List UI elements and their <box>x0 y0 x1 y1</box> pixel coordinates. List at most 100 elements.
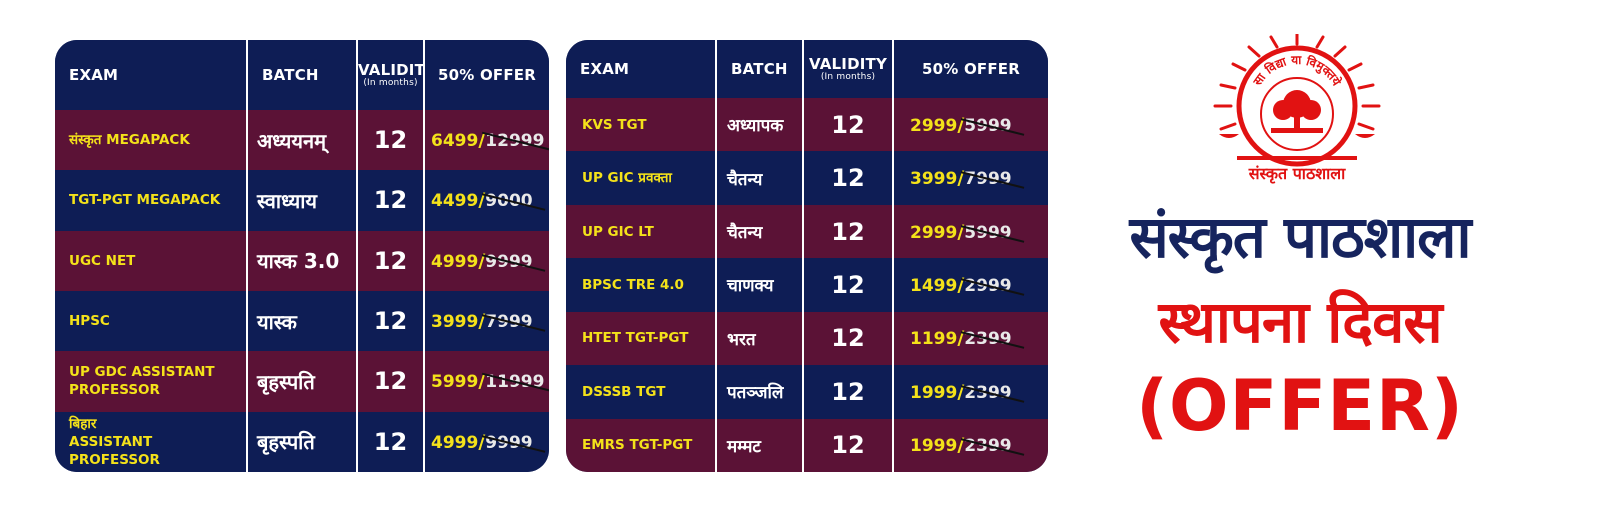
validity-months: 12 <box>802 98 893 152</box>
offer-price: 5999 <box>431 372 479 393</box>
offer-price: 3999 <box>910 169 958 190</box>
column-header-exam: EXAM <box>55 40 247 110</box>
original-price-struck: 9999 <box>485 251 533 272</box>
validity-months: 12 <box>356 110 424 171</box>
exam-name: DSSSB TGT <box>566 365 716 419</box>
validity-months: 12 <box>356 290 424 352</box>
column-header-validity: VALIDITY (In months) <box>802 40 893 98</box>
batch-name: बृहस्पति <box>246 351 357 412</box>
validity-months: 12 <box>356 351 424 412</box>
column-header-exam: EXAM <box>566 40 716 98</box>
exam-name: UP GIC प्रवक्ता <box>566 151 716 205</box>
batch-name: चैतन्य <box>715 204 803 259</box>
offer-price: 4499 <box>431 191 479 212</box>
price-separator: / <box>478 249 486 272</box>
table-row: KVS TGT अध्यापक 12 2999/5999 <box>566 98 1048 152</box>
offer-price-cell: 1199/2399 <box>892 311 1048 366</box>
offer-price-cell: 4999/9999 <box>423 230 549 291</box>
exam-name: संस्कृत MEGAPACK <box>55 110 247 171</box>
batch-name: यास्क 3.0 <box>246 230 357 291</box>
offer-price: 6499 <box>431 131 479 152</box>
original-price-struck: 2399 <box>964 329 1012 350</box>
validity-months: 12 <box>802 258 893 312</box>
table-row: BPSC TRE 4.0 चाणक्य 12 1499/2999 <box>566 258 1048 312</box>
price-separator: / <box>478 129 486 152</box>
table-row: UP GDC ASSISTANT PROFESSOR बृहस्पति 12 5999… <box>55 351 549 412</box>
offer-price-cell: 4499/9000 <box>423 170 549 231</box>
batch-name: अध्ययनम् <box>246 110 357 171</box>
offer-price: 1999 <box>910 436 958 457</box>
offer-price: 4999 <box>431 432 479 453</box>
left-offer-table-grid: EXAM BATCH VALIDITY (In months) 50% OFFE… <box>55 40 549 472</box>
offer-price: 1999 <box>910 382 958 403</box>
table-row: UGC NET यास्क 3.0 12 4999/9999 <box>55 230 549 291</box>
offer-price-cell: 4999/9999 <box>423 411 549 472</box>
batch-name: यास्क <box>246 290 357 352</box>
offer-price: 2999 <box>910 222 958 243</box>
table-row: बिहार ASSISTANT PROFESSOR बृहस्पति 12 4999/… <box>55 411 549 472</box>
validity-months: 12 <box>802 311 893 366</box>
offer-price-cell: 5999/11999 <box>423 351 549 412</box>
batch-name: अध्यापक <box>715 98 803 152</box>
brand-panel: सा विद्या या विमुक्तये संस्कृत पाठशाला स… <box>1090 30 1510 500</box>
exam-name: KVS TGT <box>566 98 716 152</box>
offer-price: 1199 <box>910 329 958 350</box>
batch-name: मम्मट <box>715 418 803 472</box>
offer-price-cell: 3999/7999 <box>423 290 549 352</box>
batch-name: स्वाध्याय <box>246 170 357 231</box>
exam-name: UP GDC ASSISTANT PROFESSOR <box>55 351 247 412</box>
tree-icon <box>1271 90 1323 133</box>
price-separator: / <box>957 327 965 350</box>
table-row: UP GIC LT चैतन्य 12 2999/5999 <box>566 204 1048 259</box>
validity-months: 12 <box>356 411 424 472</box>
exam-name: TGT-PGT MEGAPACK <box>55 170 247 231</box>
original-price-struck: 2999 <box>964 275 1012 296</box>
price-separator: / <box>957 167 965 190</box>
original-price-struck: 5999 <box>964 222 1012 243</box>
original-price-struck: 9000 <box>485 191 533 212</box>
right-offer-table: EXAM BATCH VALIDITY (In months) 50% OFFE… <box>566 40 1048 472</box>
validity-months: 12 <box>356 170 424 231</box>
original-price-struck: 2399 <box>964 436 1012 457</box>
offer-price-cell: 6499/12999 <box>423 110 549 171</box>
offer-price-cell: 3999/7999 <box>892 151 1048 205</box>
original-price-struck: 7999 <box>964 169 1012 190</box>
batch-name: चैतन्य <box>715 151 803 205</box>
table-row: TGT-PGT MEGAPACK स्वाध्याय 12 4499/9000 <box>55 170 549 231</box>
price-separator: / <box>478 370 486 393</box>
validity-months: 12 <box>802 204 893 259</box>
exam-name: HPSC <box>55 290 247 352</box>
offer-price: 4999 <box>431 251 479 272</box>
table-row: UP GIC प्रवक्ता चैतन्य 12 3999/7999 <box>566 151 1048 205</box>
offer-price-cell: 1499/2999 <box>892 258 1048 312</box>
original-price-struck: 2399 <box>964 382 1012 403</box>
price-separator: / <box>478 189 486 212</box>
offer-price-cell: 1999/2399 <box>892 365 1048 419</box>
price-separator: / <box>478 310 486 333</box>
offer-price: 3999 <box>431 312 479 333</box>
column-header-batch: BATCH <box>246 40 357 110</box>
validity-months: 12 <box>802 151 893 205</box>
price-separator: / <box>478 430 486 453</box>
price-separator: / <box>957 113 965 136</box>
batch-name: बृहस्पति <box>246 411 357 472</box>
brand-subtitle: स्थापना दिवस <box>1158 288 1442 356</box>
original-price-struck: 5999 <box>964 115 1012 136</box>
price-separator: / <box>957 434 965 457</box>
offer-price-cell: 2999/5999 <box>892 204 1048 259</box>
price-separator: / <box>957 273 965 296</box>
offer-price-cell: 1999/2399 <box>892 418 1048 472</box>
sun-rays-icon <box>1213 34 1381 131</box>
validity-months: 12 <box>356 230 424 291</box>
lamp-icon <box>1219 134 1375 138</box>
column-header-offer: 50% OFFER <box>892 40 1048 98</box>
offer-price: 1499 <box>910 275 958 296</box>
brand-title: संस्कृत पाठशाला <box>1129 203 1471 271</box>
offer-price: 2999 <box>910 115 958 136</box>
column-header-batch: BATCH <box>715 40 803 98</box>
price-separator: / <box>957 380 965 403</box>
original-price-struck: 11999 <box>485 372 545 393</box>
original-price-struck: 12999 <box>485 131 545 152</box>
right-offer-table-grid: EXAM BATCH VALIDITY (In months) 50% OFFE… <box>566 40 1048 472</box>
sanskrit-pathshala-logo: सा विद्या या विमुक्तये संस्कृत पाठशाला <box>1213 34 1381 184</box>
